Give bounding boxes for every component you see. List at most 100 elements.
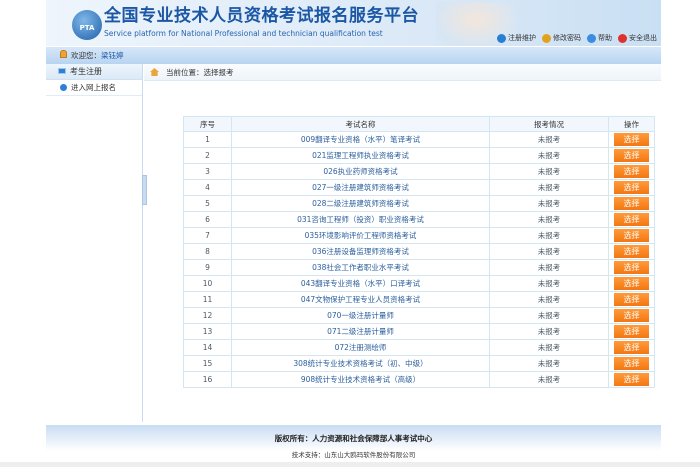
table-row: 3 026执业药师资格考试 未报考 选择 (183, 163, 655, 180)
row-no: 2 (183, 147, 232, 164)
select-button[interactable]: 选择 (614, 277, 649, 290)
select-button[interactable]: 选择 (614, 325, 649, 338)
top-link-label: 注册维护 (508, 34, 536, 42)
footer: 版权所有：人力资源和社会保障部人事考试中心 技术支持：山东山大鸥玛软件股份有限公… (46, 425, 661, 462)
breadcrumb: 当前位置：选择报考 (144, 64, 661, 81)
user-icon (60, 50, 67, 58)
action-cell: 选择 (608, 259, 655, 276)
exam-name: 038社会工作者职业水平考试 (231, 259, 490, 276)
registration-status: 未报考 (489, 163, 609, 180)
select-button[interactable]: 选择 (614, 149, 649, 162)
row-no: 12 (183, 307, 232, 324)
registration-status: 未报考 (489, 307, 609, 324)
row-no: 7 (183, 227, 232, 244)
menu-icon (58, 68, 66, 74)
row-no: 9 (183, 259, 232, 276)
action-cell: 选择 (608, 307, 655, 324)
select-button[interactable]: 选择 (614, 309, 649, 322)
copyright: 版权所有：人力资源和社会保障部人事考试中心 (274, 434, 433, 443)
registration-status: 未报考 (489, 227, 609, 244)
action-cell: 选择 (608, 275, 655, 292)
exam-name: 021监理工程师执业资格考试 (231, 147, 490, 164)
sidebar-collapse-handle[interactable] (142, 175, 147, 205)
exam-name: 009翻译专业资格（水平）笔译考试 (231, 131, 490, 148)
row-no: 6 (183, 211, 232, 228)
exam-name: 035环境影响评价工程师资格考试 (231, 227, 490, 244)
table-row: 6 031咨询工程师（投资）职业资格考试 未报考 选择 (183, 211, 655, 228)
action-cell: 选择 (608, 227, 655, 244)
select-button[interactable]: 选择 (614, 373, 649, 386)
top-link-2[interactable]: 帮助 (587, 33, 612, 44)
row-no: 4 (183, 179, 232, 196)
top-link-0[interactable]: 注册维护 (497, 33, 536, 44)
site-subtitle: Service platform for National Profession… (104, 29, 383, 38)
table-row: 14 072注册测绘师 未报考 选择 (183, 339, 655, 356)
registration-status: 未报考 (489, 339, 609, 356)
select-button[interactable]: 选择 (614, 229, 649, 242)
row-no: 10 (183, 275, 232, 292)
registration-status: 未报考 (489, 355, 609, 372)
action-cell: 选择 (608, 355, 655, 372)
action-cell: 选择 (608, 163, 655, 180)
help-icon (587, 34, 596, 43)
row-no: 15 (183, 355, 232, 372)
top-link-3[interactable]: 安全退出 (618, 33, 657, 44)
table-row: 13 071二级注册计量师 未报考 选择 (183, 323, 655, 340)
select-button[interactable]: 选择 (614, 341, 649, 354)
row-no: 1 (183, 131, 232, 148)
top-links: 注册维护 修改密码 帮助 安全退出 (497, 33, 657, 44)
top-link-label: 帮助 (598, 34, 612, 42)
select-button[interactable]: 选择 (614, 213, 649, 226)
row-no: 11 (183, 291, 232, 308)
table-row: 5 028二级注册建筑师资格考试 未报考 选择 (183, 195, 655, 212)
username: 梁钰婷 (101, 51, 124, 60)
action-cell: 选择 (608, 147, 655, 164)
action-cell: 选择 (608, 131, 655, 148)
sidebar-header-label: 考生注册 (70, 67, 102, 76)
exam-name: 027一级注册建筑师资格考试 (231, 179, 490, 196)
table-row: 4 027一级注册建筑师资格考试 未报考 选择 (183, 179, 655, 196)
bottom-bar (0, 462, 700, 467)
action-cell: 选择 (608, 179, 655, 196)
site-title: 全国专业技术人员资格考试报名服务平台 (104, 6, 419, 26)
registration-status: 未报考 (489, 147, 609, 164)
registration-status: 未报考 (489, 179, 609, 196)
table-row: 10 043翻译专业资格（水平）口译考试 未报考 选择 (183, 275, 655, 292)
sidebar-header[interactable]: 考生注册 (46, 64, 142, 80)
select-button[interactable]: 选择 (614, 165, 649, 178)
top-link-1[interactable]: 修改密码 (542, 33, 581, 44)
table-row: 8 036注册设备监理师资格考试 未报考 选择 (183, 243, 655, 260)
row-no: 14 (183, 339, 232, 356)
breadcrumb-text: 当前位置：选择报考 (166, 68, 234, 77)
select-button[interactable]: 选择 (614, 245, 649, 258)
lock-icon (542, 34, 551, 43)
registration-status: 未报考 (489, 259, 609, 276)
col-header-no: 序号 (183, 116, 232, 132)
exam-name: 070一级注册计量师 (231, 307, 490, 324)
tech-support: 技术支持：山东山大鸥玛软件股份有限公司 (291, 451, 416, 459)
select-button[interactable]: 选择 (614, 133, 649, 146)
registration-status: 未报考 (489, 275, 609, 292)
select-button[interactable]: 选择 (614, 197, 649, 210)
table-row: 1 009翻译专业资格（水平）笔译考试 未报考 选择 (183, 131, 655, 148)
exam-name: 308统计专业技术资格考试（初、中级） (231, 355, 490, 372)
sidebar: 考生注册 进入网上报名 (46, 64, 143, 422)
exam-name: 072注册测绘师 (231, 339, 490, 356)
col-header-status: 报考情况 (489, 116, 609, 132)
sidebar-item-label: 进入网上报名 (71, 83, 116, 92)
home-icon (150, 68, 159, 76)
top-link-label: 修改密码 (553, 34, 581, 42)
col-header-name: 考试名称 (231, 116, 490, 132)
page: PTA 全国专业技术人员资格考试报名服务平台 Service platform … (46, 0, 661, 462)
arrow-circle-icon (60, 84, 67, 91)
select-button[interactable]: 选择 (614, 293, 649, 306)
power-icon (618, 34, 627, 43)
sidebar-item-online-registration[interactable]: 进入网上报名 (46, 80, 142, 96)
select-button[interactable]: 选择 (614, 357, 649, 370)
select-button[interactable]: 选择 (614, 181, 649, 194)
registration-status: 未报考 (489, 211, 609, 228)
row-no: 5 (183, 195, 232, 212)
row-no: 16 (183, 371, 232, 388)
select-button[interactable]: 选择 (614, 261, 649, 274)
table-row: 2 021监理工程师执业资格考试 未报考 选择 (183, 147, 655, 164)
